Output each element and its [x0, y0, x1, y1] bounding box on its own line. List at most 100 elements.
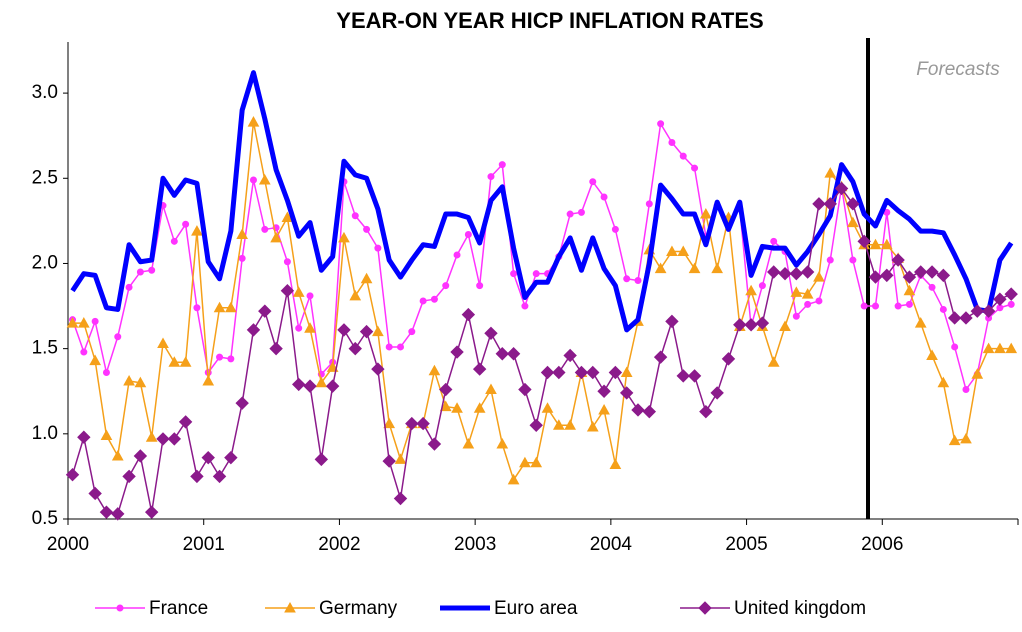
- data-point: [363, 225, 371, 233]
- data-point: [419, 297, 427, 305]
- y-tick-label: 1.5: [32, 338, 58, 359]
- data-point: [951, 343, 959, 351]
- data-point: [677, 245, 690, 257]
- y-tick-label: 3.0: [32, 82, 58, 103]
- data-point: [213, 301, 226, 313]
- data-point: [914, 265, 928, 279]
- data-point: [306, 292, 314, 300]
- data-point: [962, 386, 970, 394]
- data-point: [487, 173, 495, 181]
- data-point: [880, 238, 893, 250]
- data-point: [280, 284, 295, 298]
- data-point: [359, 324, 374, 339]
- data-point: [586, 365, 600, 380]
- data-point: [894, 302, 902, 310]
- data-point: [484, 326, 498, 341]
- data-point: [495, 347, 509, 361]
- data-point: [179, 356, 192, 367]
- data-point: [947, 311, 962, 325]
- data-point: [608, 365, 623, 380]
- data-point: [815, 297, 823, 305]
- data-point: [745, 284, 757, 296]
- data-point: [868, 270, 883, 284]
- data-point: [1004, 287, 1018, 301]
- legend-label: United kingdom: [734, 598, 866, 619]
- data-point: [611, 225, 619, 233]
- data-point: [623, 275, 631, 283]
- data-point: [532, 270, 540, 278]
- data-point: [653, 350, 668, 364]
- data-point: [99, 505, 114, 519]
- data-point: [872, 302, 879, 310]
- data-point: [80, 348, 88, 356]
- data-point: [789, 266, 804, 281]
- data-point: [464, 231, 472, 239]
- x-tick-label: 2004: [590, 534, 633, 555]
- data-point: [631, 403, 645, 417]
- data-point: [157, 337, 169, 349]
- data-point: [238, 254, 246, 262]
- data-point: [598, 403, 610, 415]
- data-point: [337, 323, 351, 337]
- data-point: [114, 333, 122, 341]
- data-point: [507, 473, 520, 485]
- data-point: [959, 311, 973, 325]
- data-point: [758, 282, 766, 290]
- data-point: [654, 262, 667, 274]
- data-point: [518, 382, 532, 397]
- data-point: [430, 295, 438, 303]
- data-point: [880, 268, 894, 283]
- data-point: [574, 365, 589, 380]
- data-point: [144, 505, 159, 519]
- data-point: [476, 282, 484, 290]
- data-point: [473, 402, 486, 413]
- data-point: [201, 450, 215, 465]
- data-point: [642, 404, 657, 419]
- data-point: [563, 348, 577, 363]
- data-point: [145, 431, 158, 442]
- data-point: [960, 432, 972, 444]
- data-point: [506, 347, 521, 361]
- data-point: [905, 300, 913, 308]
- data-point: [857, 234, 871, 249]
- data-point: [348, 341, 362, 356]
- y-tick-label: 2.5: [32, 167, 58, 188]
- data-point: [577, 208, 585, 216]
- data-point: [691, 164, 699, 172]
- data-point: [374, 244, 382, 252]
- data-point: [397, 343, 404, 351]
- data-point: [586, 420, 599, 432]
- data-point: [634, 277, 642, 284]
- data-point: [393, 491, 408, 506]
- data-point: [665, 314, 679, 329]
- data-point: [383, 417, 396, 429]
- data-point: [360, 272, 373, 284]
- data-point: [439, 382, 453, 397]
- data-point: [338, 231, 350, 243]
- data-point: [416, 416, 430, 431]
- data-point: [65, 467, 80, 482]
- data-point: [100, 429, 113, 441]
- data-point: [292, 377, 306, 392]
- data-point: [700, 208, 712, 219]
- data-point: [792, 312, 800, 320]
- data-point: [372, 325, 384, 337]
- legend-label: France: [149, 598, 208, 619]
- data-point: [666, 245, 678, 257]
- data-point: [193, 304, 201, 312]
- data-point: [521, 302, 529, 310]
- data-point: [123, 374, 135, 386]
- data-point: [679, 152, 687, 160]
- series-line: [70, 70, 1014, 333]
- legend-marker: [116, 604, 124, 612]
- data-point: [540, 365, 555, 380]
- data-point: [77, 317, 90, 328]
- data-point: [834, 181, 849, 196]
- data-point: [156, 432, 170, 446]
- data-point: [270, 231, 282, 243]
- data-point: [755, 316, 770, 330]
- data-point: [688, 262, 701, 274]
- data-point: [620, 366, 633, 377]
- data-point: [971, 368, 984, 379]
- data-point: [813, 271, 825, 282]
